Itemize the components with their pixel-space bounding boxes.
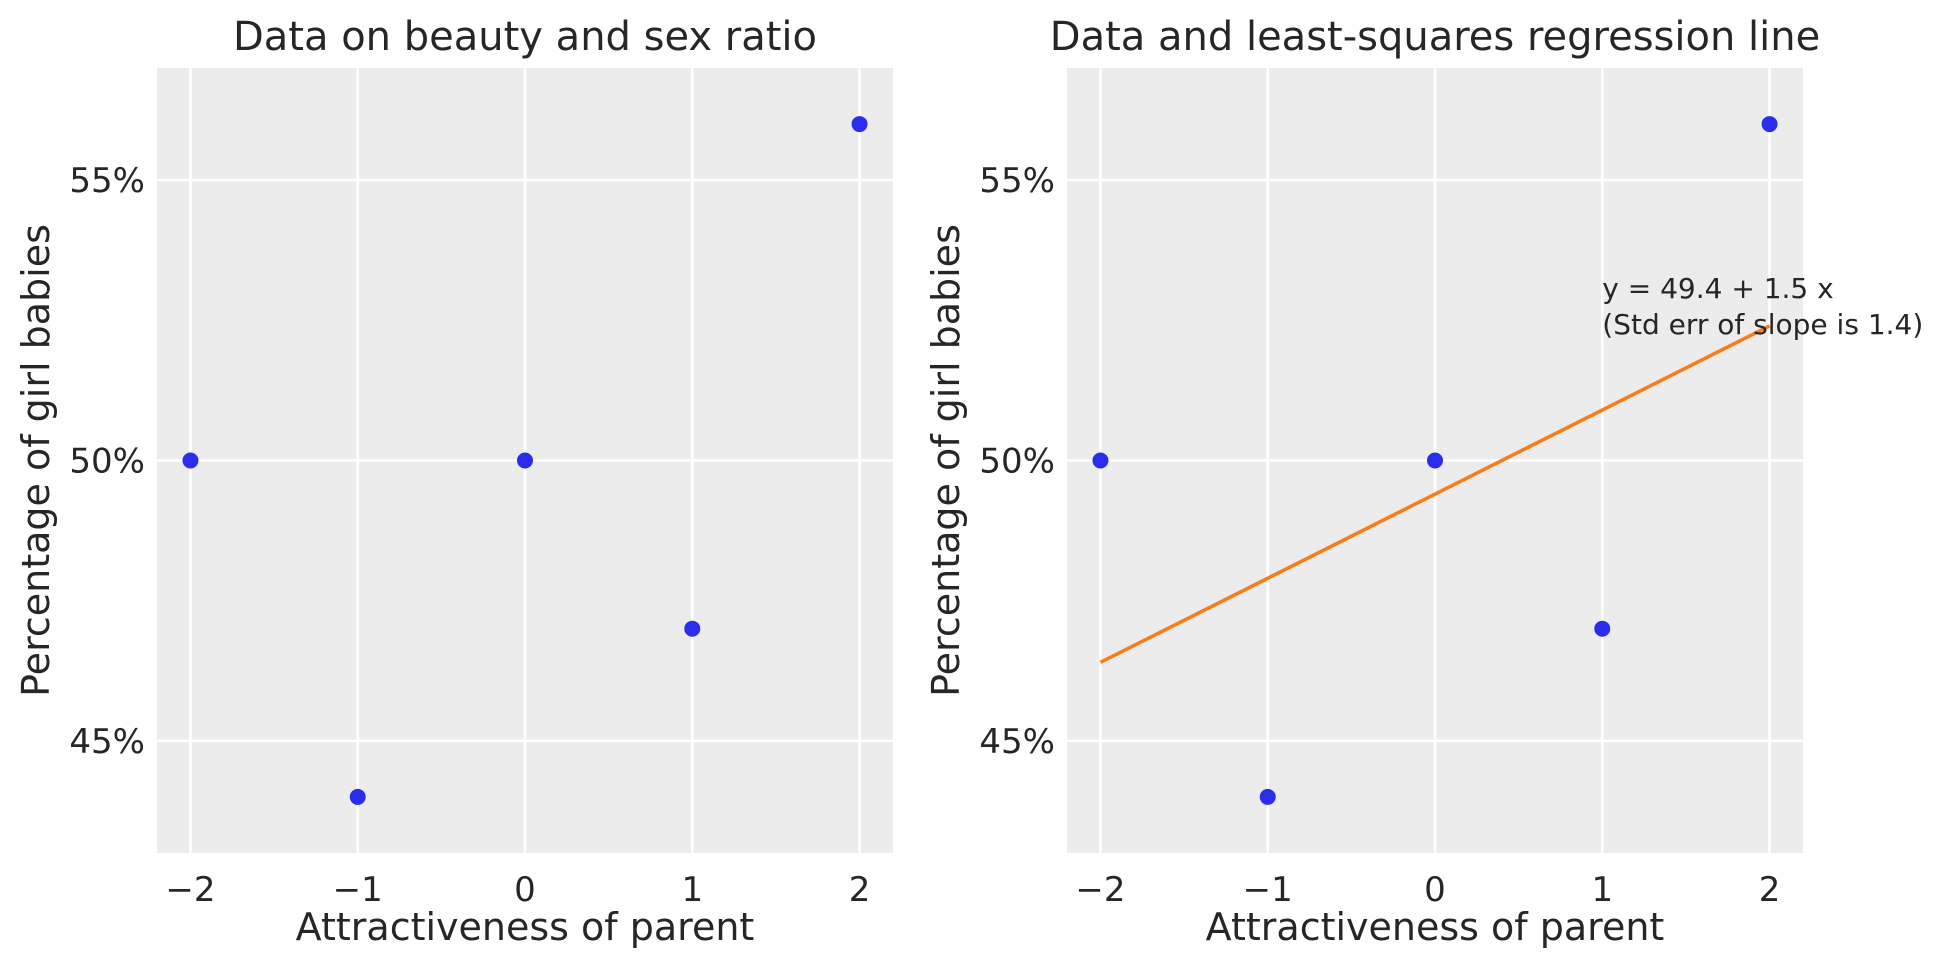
y-tick-label: 45% [69,722,145,762]
annotation-line: y = 49.4 + 1.5 x [1602,272,1833,305]
y-tick-label: 50% [69,442,145,482]
data-point [1092,452,1109,469]
data-point [1259,788,1276,805]
data-point [851,116,868,133]
data-point [349,788,366,805]
x-tick-label: −1 [333,870,383,910]
x-tick-label: 0 [1424,870,1446,910]
chart-title: Data and least-squares regression line [1050,14,1820,60]
x-axis-label: Attractiveness of parent [296,905,755,949]
data-point [1761,116,1778,133]
data-point [1427,452,1443,469]
x-tick-label: −2 [165,870,215,910]
x-tick-label: −1 [1243,870,1293,910]
annotation-line: (Std err of slope is 1.4) [1602,308,1923,341]
x-tick-label: 2 [849,870,871,910]
x-tick-label: 0 [514,870,536,910]
data-point [1594,620,1611,637]
regression-line [1099,324,1771,664]
y-axis-label: Percentage of girl babies [14,224,58,697]
y-axis-label: Percentage of girl babies [924,224,968,697]
regression-annotation: y = 49.4 + 1.5 x (Std err of slope is 1.4… [1602,272,1923,341]
chart-title: Data on beauty and sex ratio [233,14,817,60]
y-tick-label: 55% [979,161,1055,201]
y-tick-label: 55% [69,161,145,201]
data-point [517,452,533,469]
data-point [684,620,701,637]
x-tick-label: 2 [1759,870,1781,910]
y-tick-label: 50% [979,442,1055,482]
x-tick-label: 1 [1591,870,1613,910]
y-tick-label: 45% [979,722,1055,762]
x-tick-label: −2 [1075,870,1125,910]
panel-beauty-sex-ratio: −2 −1 0 1 2 45% 50% 55% Data on beauty and sex r… [14,14,893,949]
panel-regression: −2 −1 0 1 2 45% 50% 55% Data and least-squares r… [924,14,1923,949]
x-axis-label: Attractiveness of parent [1206,905,1665,949]
x-tick-label: 1 [681,870,703,910]
data-point [182,452,199,469]
